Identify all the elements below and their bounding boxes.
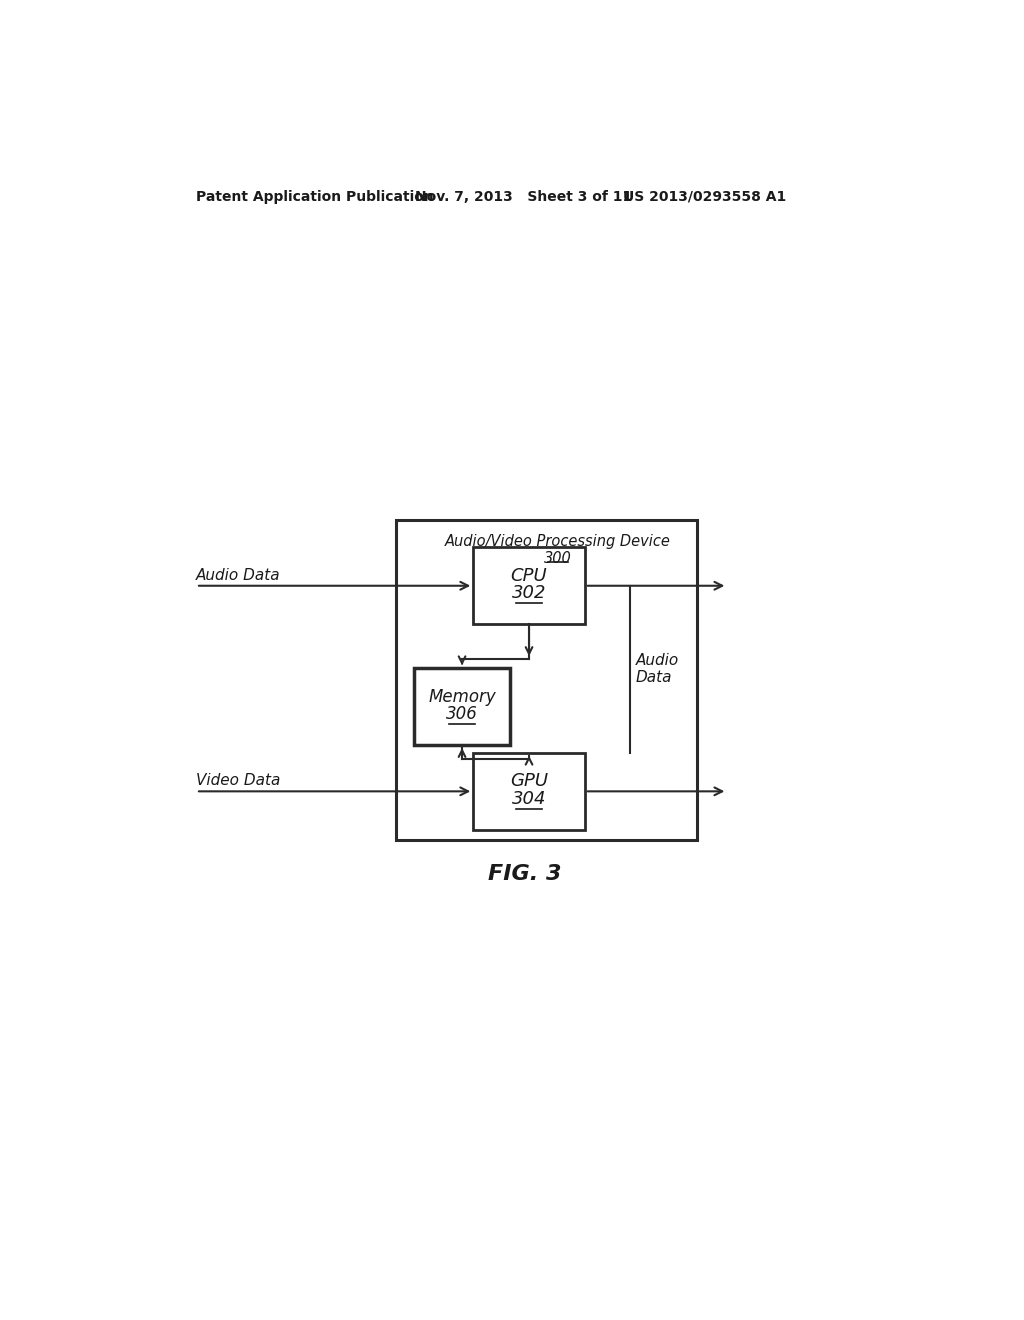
Text: Memory: Memory [428,688,496,706]
Bar [414,668,510,744]
Bar [473,548,585,624]
Text: CPU: CPU [511,566,548,585]
Text: FIG. 3: FIG. 3 [488,865,561,884]
Text: Audio Data: Audio Data [196,568,281,582]
Bar [396,520,696,840]
Text: GPU: GPU [510,772,548,791]
Text: 306: 306 [446,705,478,723]
Text: Audio/Video Processing Device: Audio/Video Processing Device [445,535,671,549]
Text: 304: 304 [512,791,546,808]
Text: US 2013/0293558 A1: US 2013/0293558 A1 [624,190,786,203]
Text: Patent Application Publication: Patent Application Publication [196,190,434,203]
Bar [473,752,585,830]
Text: Nov. 7, 2013   Sheet 3 of 11: Nov. 7, 2013 Sheet 3 of 11 [416,190,633,203]
Text: 300: 300 [544,552,571,566]
Text: Video Data: Video Data [196,774,281,788]
Text: 302: 302 [512,585,546,602]
Text: Audio
Data: Audio Data [636,653,679,685]
